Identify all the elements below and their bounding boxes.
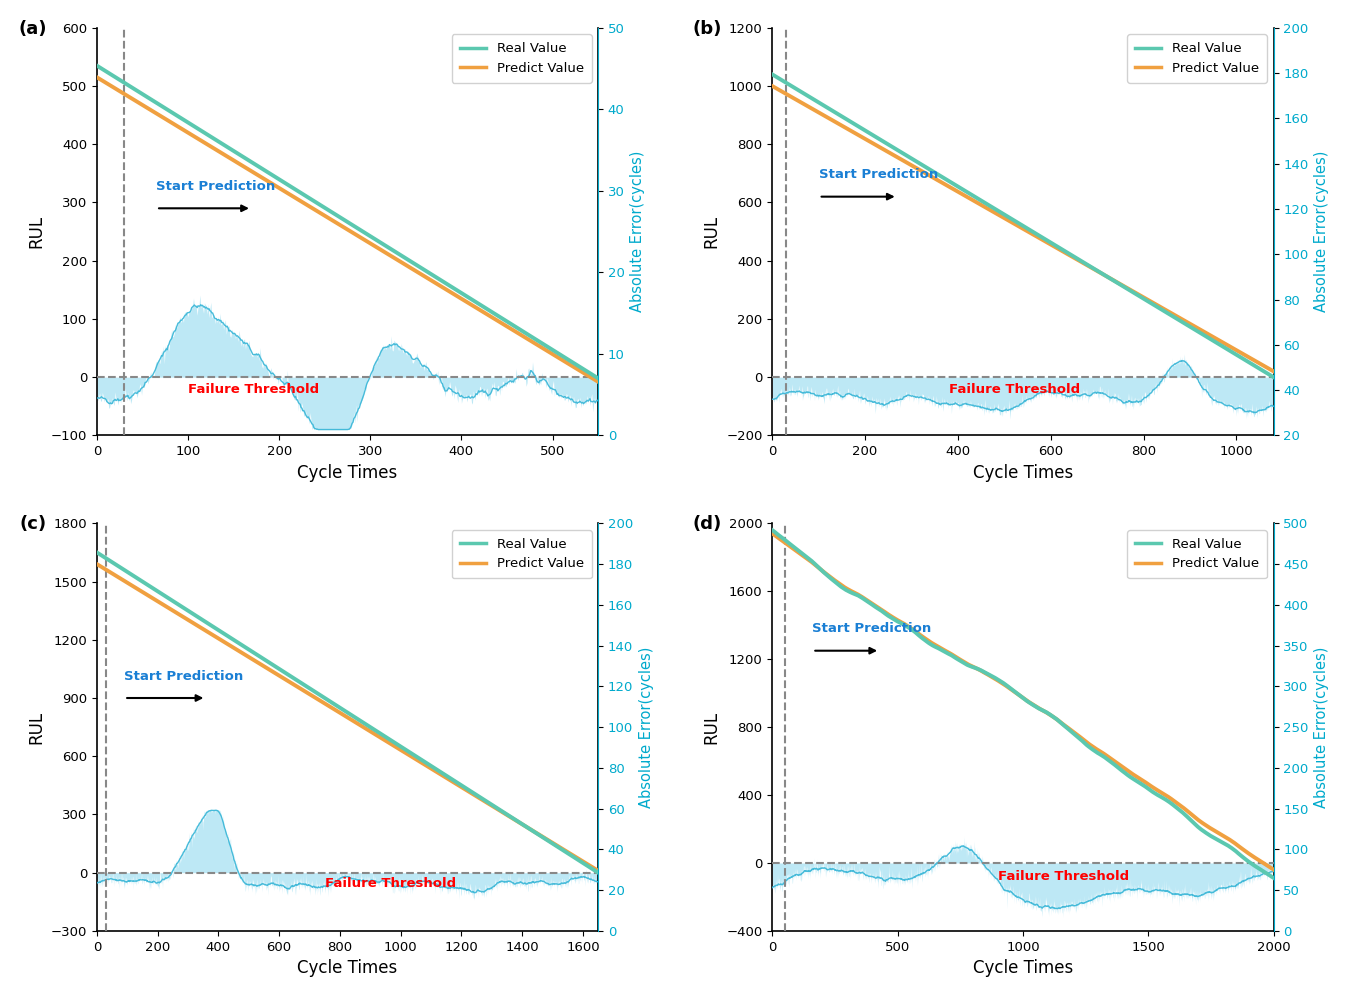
Y-axis label: Absolute Error(cycles): Absolute Error(cycles) xyxy=(1314,151,1330,312)
Text: (a): (a) xyxy=(19,20,47,38)
Text: Start Prediction: Start Prediction xyxy=(124,670,243,683)
X-axis label: Cycle Times: Cycle Times xyxy=(973,959,1073,977)
Y-axis label: RUL: RUL xyxy=(27,711,46,744)
Legend: Real Value, Predict Value: Real Value, Predict Value xyxy=(452,530,591,579)
Text: (b): (b) xyxy=(693,20,722,38)
Text: Start Prediction: Start Prediction xyxy=(818,169,938,182)
Text: Start Prediction: Start Prediction xyxy=(157,180,275,193)
Legend: Real Value, Predict Value: Real Value, Predict Value xyxy=(1127,34,1266,83)
Text: Failure Threshold: Failure Threshold xyxy=(998,870,1129,883)
Legend: Real Value, Predict Value: Real Value, Predict Value xyxy=(452,34,591,83)
X-axis label: Cycle Times: Cycle Times xyxy=(297,959,398,977)
Text: (c): (c) xyxy=(20,515,47,533)
Y-axis label: Absolute Error(cycles): Absolute Error(cycles) xyxy=(1314,647,1330,807)
Y-axis label: RUL: RUL xyxy=(27,215,46,249)
Text: Failure Threshold: Failure Threshold xyxy=(188,383,319,396)
Text: (d): (d) xyxy=(693,515,722,533)
Y-axis label: RUL: RUL xyxy=(702,215,721,249)
X-axis label: Cycle Times: Cycle Times xyxy=(973,464,1073,482)
Text: Failure Threshold: Failure Threshold xyxy=(325,877,456,890)
Text: Start Prediction: Start Prediction xyxy=(813,623,931,636)
Legend: Real Value, Predict Value: Real Value, Predict Value xyxy=(1127,530,1266,579)
Y-axis label: Absolute Error(cycles): Absolute Error(cycles) xyxy=(630,151,645,312)
Y-axis label: RUL: RUL xyxy=(703,711,721,744)
Y-axis label: Absolute Error(cycles): Absolute Error(cycles) xyxy=(639,647,653,807)
Text: Failure Threshold: Failure Threshold xyxy=(949,383,1080,396)
X-axis label: Cycle Times: Cycle Times xyxy=(297,464,398,482)
